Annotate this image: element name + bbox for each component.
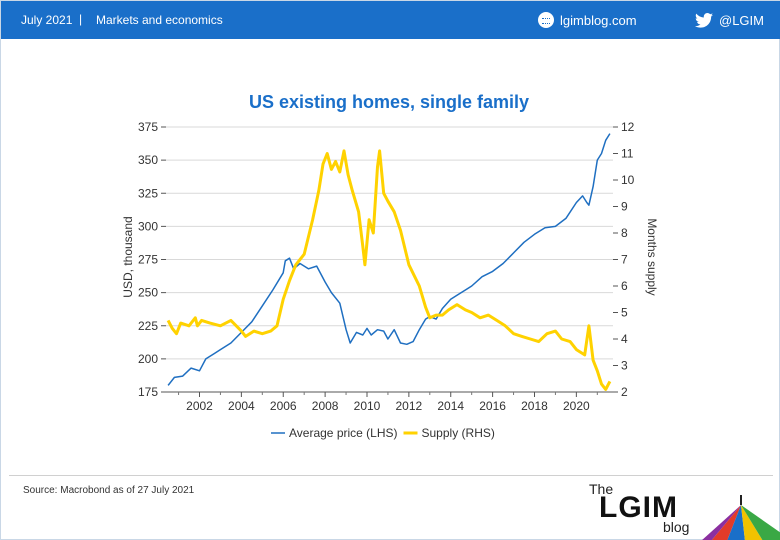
legend-label: Supply (RHS) (422, 426, 495, 440)
y-tick-label: 250 (138, 286, 158, 300)
x-tick-label: 2016 (479, 399, 506, 413)
y2-tick-label: 10 (621, 173, 635, 187)
x-tick-label: 2008 (312, 399, 339, 413)
chart: US existing homes, single family 1752002… (121, 92, 659, 440)
y2-tick-label: 5 (621, 306, 628, 320)
twitter-icon (695, 12, 713, 28)
y2-tick-label: 6 (621, 279, 628, 293)
source-note: Source: Macrobond as of 27 July 2021 (23, 485, 195, 496)
legend: Average price (LHS) Supply (RHS) (271, 426, 495, 440)
y-tick-label: 225 (138, 319, 158, 333)
logo-the: The (589, 481, 614, 497)
site-link-label: lgimblog.com (560, 12, 637, 28)
x-tick-label: 2004 (228, 399, 255, 413)
series-line-price (167, 133, 611, 386)
x-tick-label: 2020 (563, 399, 590, 413)
lgim-blog-logo[interactable]: The LGIM blog (581, 479, 780, 540)
header-separator: | (79, 12, 83, 26)
y2-tick-label: 11 (621, 147, 634, 161)
y2-tick-label: 7 (621, 253, 628, 267)
axes: 175 200 225 250 275 300 325 350 375 2 3 4 5 6 7 8 9 10 11 1… (138, 120, 635, 413)
footer-divider (9, 475, 773, 476)
legend-label: Average price (LHS) (289, 426, 398, 440)
logo-name: LGIM (599, 491, 678, 524)
y-tick-label: 325 (138, 186, 158, 200)
y-axis-label: USD, thousand (121, 216, 135, 297)
y2-tick-label: 3 (621, 359, 628, 373)
y2-tick-label: 9 (621, 200, 628, 214)
x-tick-label: 2006 (270, 399, 297, 413)
site-link[interactable]: lgimblog.com (538, 9, 637, 31)
chart-title: US existing homes, single family (249, 92, 529, 112)
y2-axis-label: Months supply (645, 218, 659, 295)
y2-tick-label: 8 (621, 226, 628, 240)
y-tick-label: 175 (138, 385, 158, 399)
series-lines (166, 133, 612, 391)
x-tick-label: 2002 (186, 399, 213, 413)
y-tick-label: 275 (138, 253, 158, 267)
header-date: July 2021 (21, 13, 73, 27)
y2-tick-label: 12 (621, 120, 635, 134)
x-tick-label: 2018 (521, 399, 548, 413)
umbrella-icon (702, 495, 780, 540)
y-tick-label: 350 (138, 153, 158, 167)
header-bar: July 2021 | Markets and economics lgimbl… (1, 1, 780, 39)
y-tick-label: 375 (138, 120, 158, 134)
twitter-link[interactable]: @LGIM (695, 9, 764, 31)
y-tick-label: 200 (138, 352, 158, 366)
grid-lines (166, 126, 613, 393)
y2-tick-label: 2 (621, 385, 628, 399)
blog-icon (538, 12, 554, 28)
y2-tick-label: 4 (621, 332, 628, 346)
logo-blog: blog (663, 519, 690, 535)
x-tick-label: 2010 (354, 399, 381, 413)
x-tick-label: 2014 (437, 399, 464, 413)
header-section-link[interactable]: Markets and economics (96, 13, 223, 27)
series-line-supply (166, 149, 612, 391)
y-tick-label: 300 (138, 219, 158, 233)
twitter-handle: @LGIM (719, 12, 764, 28)
x-tick-label: 2012 (396, 399, 423, 413)
